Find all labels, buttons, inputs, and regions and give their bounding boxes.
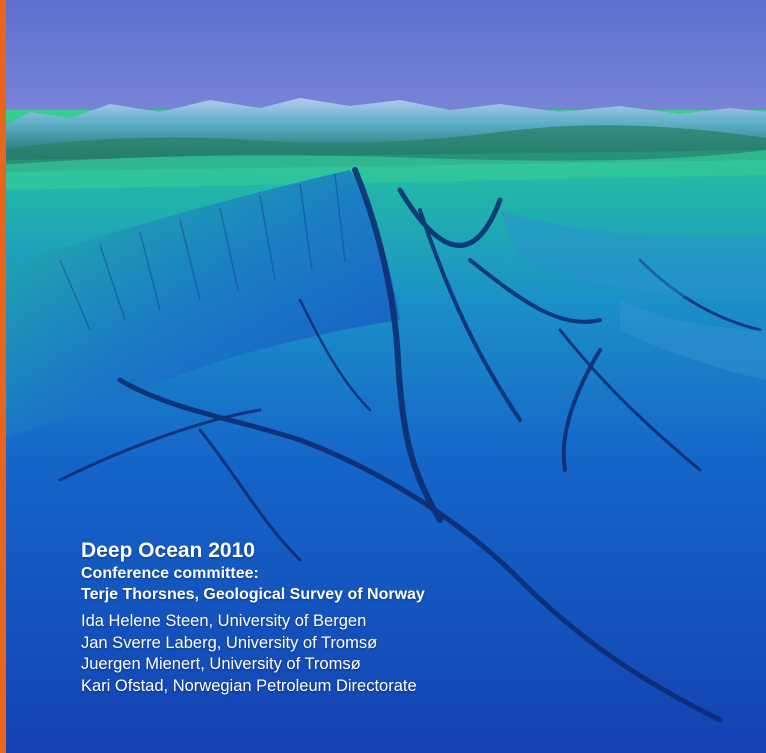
committee-label: Conference committee: [81, 565, 259, 582]
committee-members: Ida Helene Steen, University of Bergen J… [81, 611, 425, 697]
committee-text-block: Deep Ocean 2010 Conference committee: Te… [81, 539, 425, 697]
committee-member: Jan Sverre Laberg, University of Tromsø [81, 633, 378, 652]
accent-bar [0, 0, 6, 753]
committee-member: Juergen Mienert, University of Tromsø [81, 655, 361, 673]
conference-title: Deep Ocean 2010 [81, 539, 255, 562]
committee-member: Ida Helene Steen, University of Bergen [81, 612, 367, 630]
committee-member: Kari Ofstad, Norwegian Petroleum Directo… [81, 676, 417, 695]
committee-chair: Terje Thorsnes, Geological Survey of Nor… [81, 586, 425, 603]
